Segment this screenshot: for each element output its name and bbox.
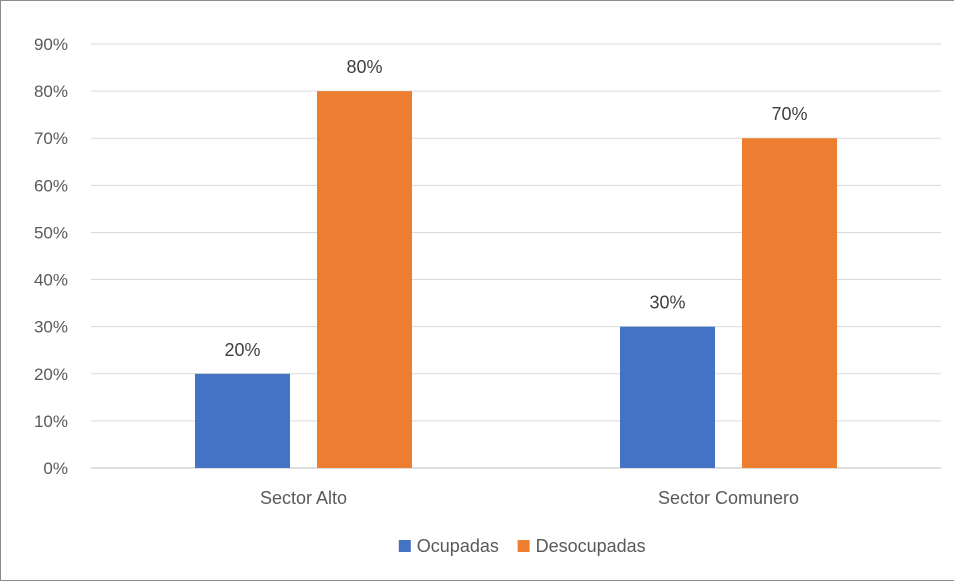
y-tick-label: 0% xyxy=(43,459,68,478)
y-tick-label: 20% xyxy=(34,365,68,384)
y-axis-ticks: 0% 10% 20% 30% 40% 50% 60% 70% 80% 90% xyxy=(34,35,68,478)
bar-desocupadas-sector-comunero xyxy=(742,138,837,468)
legend-label: Desocupadas xyxy=(536,536,646,556)
data-label: 70% xyxy=(771,104,807,124)
legend: Ocupadas Desocupadas xyxy=(398,536,646,556)
data-label: 20% xyxy=(224,340,260,360)
legend-label: Ocupadas xyxy=(417,536,499,556)
legend-item-ocupadas: Ocupadas xyxy=(398,536,499,556)
category-label: Sector Comunero xyxy=(658,488,799,508)
bar-ocupadas-sector-comunero xyxy=(620,326,715,468)
y-tick-label: 80% xyxy=(34,82,68,101)
legend-item-desocupadas: Desocupadas xyxy=(517,536,646,556)
bar-ocupadas-sector-alto xyxy=(195,373,290,468)
legend-swatch xyxy=(398,540,411,552)
data-label: 30% xyxy=(649,293,685,313)
y-tick-label: 90% xyxy=(34,35,68,54)
data-label: 80% xyxy=(346,57,382,77)
bars xyxy=(195,91,837,468)
y-tick-label: 30% xyxy=(34,318,68,337)
y-tick-label: 70% xyxy=(34,129,68,148)
data-labels: 20% 80% 30% 70% xyxy=(224,57,807,360)
y-tick-label: 40% xyxy=(34,271,68,290)
y-tick-label: 60% xyxy=(34,176,68,195)
y-tick-label: 10% xyxy=(34,412,68,431)
y-tick-label: 50% xyxy=(34,223,68,242)
legend-swatch xyxy=(517,540,530,552)
bar-desocupadas-sector-alto xyxy=(317,91,412,468)
category-label: Sector Alto xyxy=(260,488,347,508)
x-axis-categories: Sector Alto Sector Comunero xyxy=(260,488,799,508)
